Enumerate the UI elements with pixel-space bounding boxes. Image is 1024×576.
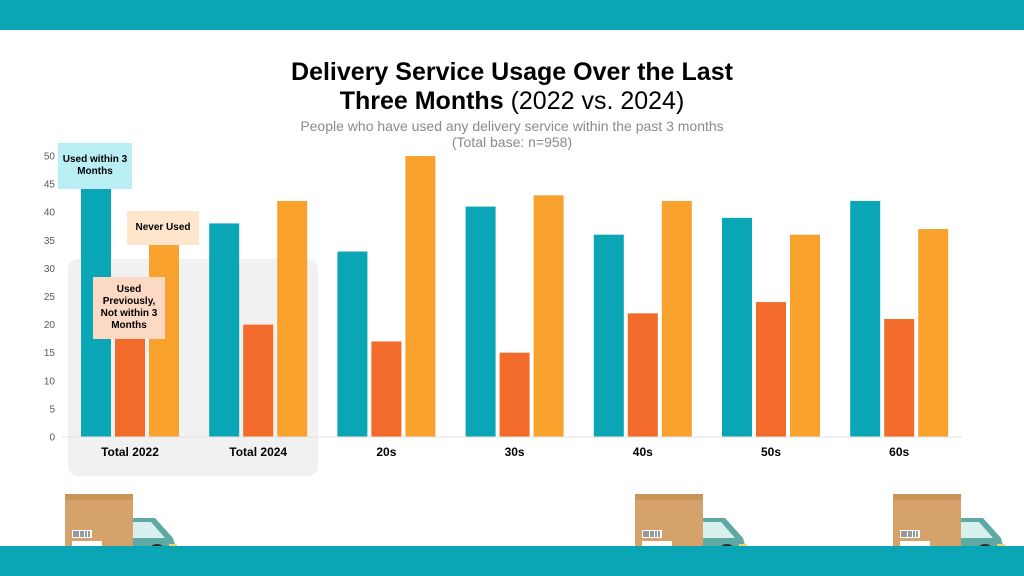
- subtitle-line2: (Total base: n=958): [451, 134, 573, 150]
- y-tick-label: 20: [44, 320, 56, 331]
- legend-callout-never: Never Used: [127, 211, 199, 245]
- bar-20s-never-used: [405, 156, 436, 437]
- legend-callout-used: Used within 3 Months: [58, 143, 132, 189]
- bar-40s-used-within-3-months: [593, 234, 624, 437]
- legend-callout-previously: Used Previously, Not within 3 Months: [93, 277, 165, 339]
- bar-20s-used-previously-not-within-3-months: [371, 341, 402, 437]
- x-category-label: Total 2022: [101, 445, 159, 459]
- bar-50s-used-within-3-months: [722, 217, 752, 437]
- x-category-label: 40s: [633, 445, 653, 459]
- bar-30s-used-within-3-months: [465, 206, 496, 437]
- bar-40s-never-used: [661, 200, 692, 437]
- y-tick-label: 40: [44, 208, 56, 219]
- x-category-label: 60s: [889, 445, 909, 459]
- top-band: [0, 0, 1024, 30]
- title-years: (2022 vs. 2024): [510, 87, 685, 115]
- y-tick-label: 25: [44, 292, 56, 303]
- y-tick-label: 50: [44, 152, 56, 163]
- y-tick-label: 10: [44, 376, 56, 387]
- y-tick-label: 5: [49, 404, 55, 415]
- bar-50s-never-used: [790, 234, 820, 437]
- bar-60s-used-within-3-months: [850, 200, 881, 437]
- y-tick-label: 45: [44, 180, 56, 191]
- x-category-label: 50s: [761, 445, 781, 459]
- y-tick-label: 0: [49, 433, 55, 444]
- chart-title: Delivery Service Usage Over the Last Thr…: [150, 58, 874, 116]
- bar-total-2024-never-used: [277, 200, 308, 437]
- bar-60s-never-used: [918, 229, 949, 437]
- y-tick-label: 15: [44, 348, 56, 359]
- bar-total-2024-used-previously-not-within-3-months: [243, 324, 274, 437]
- title-line1: Delivery Service Usage Over the Last: [291, 58, 733, 86]
- bar-total-2022-used-previously-not-within-3-months: [115, 335, 145, 437]
- bar-total-2024-used-within-3-months: [209, 223, 240, 437]
- bottom-band: [0, 546, 1024, 576]
- y-tick-label: 35: [44, 236, 56, 247]
- title-line2: Three Months: [339, 87, 504, 115]
- y-tick-label: 30: [44, 264, 56, 275]
- bar-30s-used-previously-not-within-3-months: [499, 352, 530, 437]
- x-category-label: Total 2024: [229, 445, 287, 459]
- bar-30s-never-used: [533, 195, 564, 437]
- bars: [81, 156, 949, 437]
- bar-20s-used-within-3-months: [337, 251, 368, 437]
- chart-subtitle: People who have used any delivery servic…: [200, 118, 824, 150]
- x-category-label: 20s: [376, 445, 396, 459]
- x-category-label: 30s: [505, 445, 525, 459]
- y-axis: 0 5 10 15 20 25 30 35 40 45 50: [44, 152, 56, 444]
- bar-60s-used-previously-not-within-3-months: [884, 318, 915, 437]
- bar-50s-used-previously-not-within-3-months: [756, 302, 786, 437]
- x-axis-labels: Total 2022 Total 2024 20s 30s 40s 50s 60s: [101, 445, 909, 459]
- subtitle-line1: People who have used any delivery servic…: [300, 118, 724, 134]
- bar-40s-used-previously-not-within-3-months: [627, 313, 658, 437]
